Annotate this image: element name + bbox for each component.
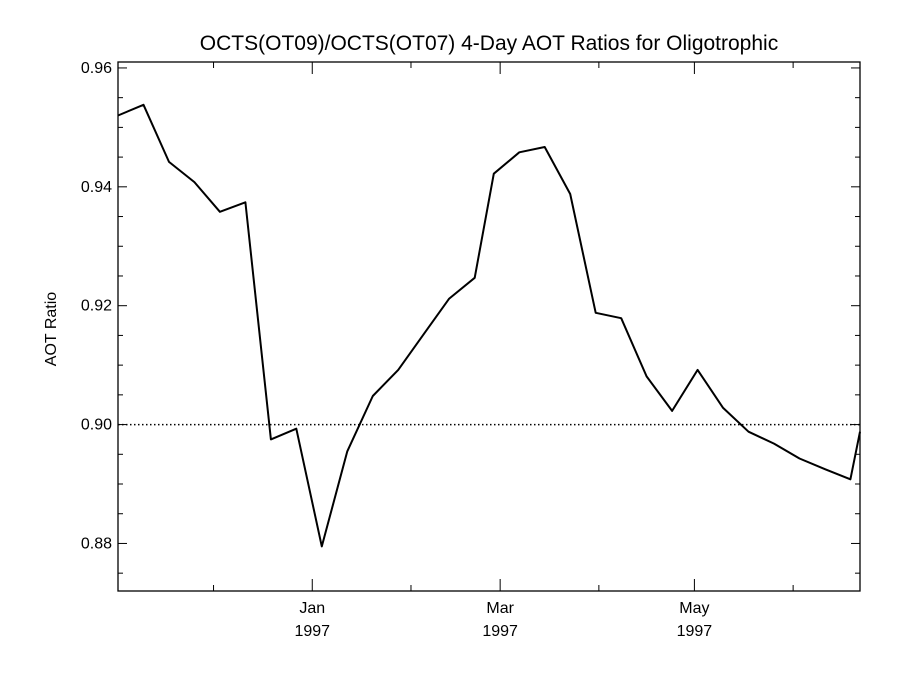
series-line — [117, 103, 861, 548]
x-tick-label-year: 1997 — [482, 623, 518, 640]
y-tick-label: 0.90 — [81, 417, 112, 434]
y-tick-label: 0.88 — [81, 535, 112, 552]
y-axis-label: AOT Ratio — [43, 292, 60, 367]
x-tick-label-year: 1997 — [294, 623, 330, 640]
y-tick-label: 0.92 — [81, 298, 112, 315]
y-tick-label: 0.94 — [81, 179, 112, 196]
x-tick-label-month: Mar — [486, 600, 514, 617]
series-group — [117, 103, 861, 548]
chart-title: OCTS(OT09)/OCTS(OT07) 4-Day AOT Ratios f… — [200, 32, 778, 55]
y-tick-label: 0.96 — [81, 60, 112, 77]
axis-ticks — [118, 62, 860, 591]
x-tick-label-year: 1997 — [677, 623, 713, 640]
x-tick-label-month: Jan — [299, 600, 325, 617]
x-tick-label-month: May — [679, 600, 709, 617]
tick-labels: 0.88 0.90 0.92 0.94 0.96 Jan 1997 Mar 1997 May 199… — [81, 60, 712, 640]
plot-area-frame — [117, 61, 861, 592]
